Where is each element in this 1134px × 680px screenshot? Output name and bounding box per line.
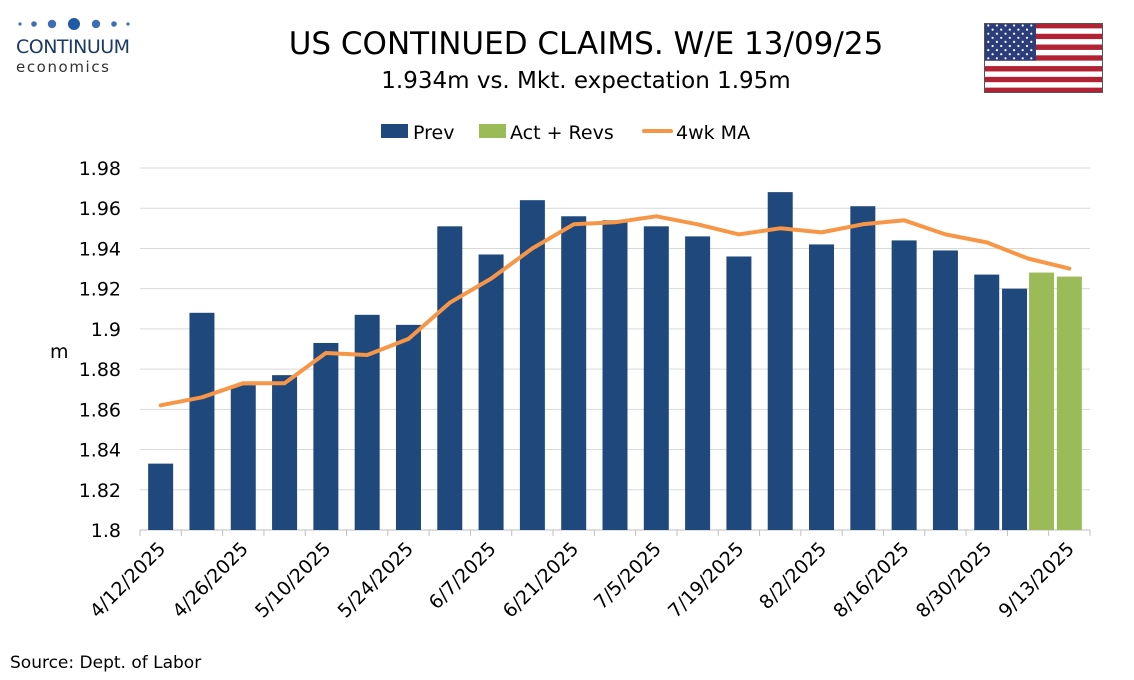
bar-prev xyxy=(932,250,958,530)
bar-prev xyxy=(809,244,835,530)
x-tick-label: 8/16/2025 xyxy=(829,538,913,622)
bar-act xyxy=(1029,272,1055,530)
y-tick-label: 1.9 xyxy=(91,319,121,341)
logo-name: CONTINUUM xyxy=(16,36,130,58)
logo-tagline: economics xyxy=(16,58,111,76)
bar-prev xyxy=(602,220,628,531)
ma-line xyxy=(158,214,1072,408)
legend-label-prev: Prev xyxy=(413,122,454,144)
x-tick-label: 4/12/2025 xyxy=(86,538,170,622)
y-tick-label: 1.84 xyxy=(79,440,121,462)
bar-prev xyxy=(437,226,463,531)
x-tick-label: 8/2/2025 xyxy=(755,538,831,614)
bar-prev xyxy=(272,375,298,530)
bar-prev xyxy=(767,192,793,530)
legend-label-act: Act + Revs xyxy=(510,122,614,144)
x-tick-label: 7/19/2025 xyxy=(664,538,748,622)
logo-dots-icon xyxy=(18,18,130,30)
bar-act xyxy=(1056,276,1082,530)
y-tick-label: 1.8 xyxy=(91,520,121,542)
x-tick-label: 6/7/2025 xyxy=(425,538,501,614)
x-tick-label: 4/26/2025 xyxy=(168,538,252,622)
y-tick-label: 1.92 xyxy=(79,279,121,301)
y-tick-label: 1.96 xyxy=(79,198,121,220)
bar-prev xyxy=(1002,288,1028,530)
legend-swatch-prev xyxy=(381,124,408,138)
bar-prev xyxy=(974,274,1000,530)
bar-prev xyxy=(313,342,339,530)
bar-prev xyxy=(354,314,380,530)
x-tick-label: 8/30/2025 xyxy=(912,538,996,622)
y-tick-label: 1.98 xyxy=(79,158,121,180)
bar-prev xyxy=(478,254,504,530)
chart-subtitle: 1.934m vs. Mkt. expectation 1.95m xyxy=(381,68,791,94)
x-tick-label: 9/13/2025 xyxy=(994,538,1078,622)
bar-prev xyxy=(561,216,587,530)
legend-label-ma: 4wk MA xyxy=(676,122,750,144)
bar-prev xyxy=(891,240,917,530)
y-tick-label: 1.86 xyxy=(79,399,121,421)
chart-title: US CONTINUED CLAIMS. W/E 13/09/25 xyxy=(288,26,884,62)
bar-prev xyxy=(148,463,174,530)
continuum-logo: CONTINUUM economics xyxy=(14,14,144,76)
y-tick-label: 1.82 xyxy=(79,480,121,502)
bar-prev xyxy=(643,226,669,531)
legend: Prev Act + Revs 4wk MA xyxy=(381,122,750,144)
us-flag-icon xyxy=(984,23,1103,93)
bar-prev xyxy=(726,256,752,530)
x-tick-label: 7/5/2025 xyxy=(590,538,666,614)
legend-swatch-act xyxy=(479,124,506,138)
x-tick-label: 5/10/2025 xyxy=(251,538,335,622)
source-note: Source: Dept. of Labor xyxy=(10,653,202,673)
y-tick-label: 1.94 xyxy=(79,238,121,260)
bar-prev xyxy=(685,236,711,530)
y-axis-label: m xyxy=(50,341,69,363)
bar-prev xyxy=(230,385,256,530)
x-tick-label: 5/24/2025 xyxy=(334,538,418,622)
y-tick-label: 1.88 xyxy=(79,359,121,381)
bar-prev xyxy=(395,324,421,530)
x-tick-label: 6/21/2025 xyxy=(499,538,583,622)
bar-prev xyxy=(850,206,876,530)
bar-prev xyxy=(189,312,215,530)
